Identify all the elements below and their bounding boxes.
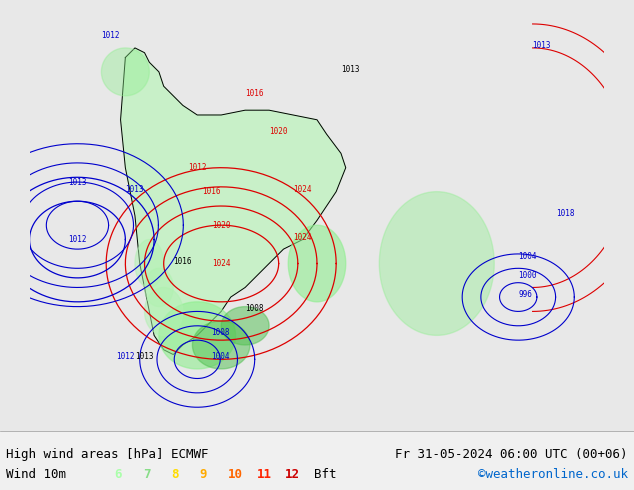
Text: 11: 11 [257,468,272,481]
Text: 1012: 1012 [101,31,120,40]
Text: 1018: 1018 [557,209,575,218]
Text: 1000: 1000 [518,271,537,280]
Text: 1020: 1020 [269,127,288,136]
Text: 1004: 1004 [518,252,537,261]
Text: 10: 10 [228,468,243,481]
Polygon shape [135,240,164,288]
Polygon shape [145,288,183,335]
Text: Bft: Bft [314,468,336,481]
Polygon shape [193,321,250,369]
Polygon shape [379,192,495,335]
Text: 1008: 1008 [245,304,264,314]
Text: 1012: 1012 [68,235,87,244]
Text: 1024: 1024 [293,185,311,194]
Text: 1016: 1016 [173,256,191,266]
Text: 1013: 1013 [68,177,87,187]
Text: Fr 31-05-2024 06:00 UTC (00+06): Fr 31-05-2024 06:00 UTC (00+06) [395,448,628,461]
Text: 1016: 1016 [245,89,264,98]
Polygon shape [221,307,269,345]
Text: 6: 6 [114,468,122,481]
Text: 9: 9 [200,468,207,481]
Text: 1012: 1012 [116,352,134,361]
Text: 1013: 1013 [135,352,153,361]
Text: 996: 996 [518,290,532,299]
Polygon shape [120,48,346,355]
Text: 1013: 1013 [533,41,551,50]
Text: 1024: 1024 [293,233,311,242]
Text: 1004: 1004 [212,352,230,361]
Text: Wind 10m: Wind 10m [6,468,67,481]
Text: 1012: 1012 [188,163,207,172]
Polygon shape [145,269,173,307]
Text: 12: 12 [285,468,301,481]
Text: 1016: 1016 [202,187,221,196]
Polygon shape [159,302,236,369]
Text: ©weatheronline.co.uk: ©weatheronline.co.uk [477,468,628,481]
Text: 7: 7 [143,468,150,481]
Text: 1008: 1008 [212,328,230,338]
Text: 1020: 1020 [212,220,230,230]
Text: 1013: 1013 [341,65,359,74]
Text: 1024: 1024 [212,259,230,268]
Polygon shape [101,48,150,96]
Text: 8: 8 [171,468,179,481]
Polygon shape [288,225,346,302]
Text: 1013: 1013 [126,185,144,194]
Text: High wind areas [hPa] ECMWF: High wind areas [hPa] ECMWF [6,448,209,461]
